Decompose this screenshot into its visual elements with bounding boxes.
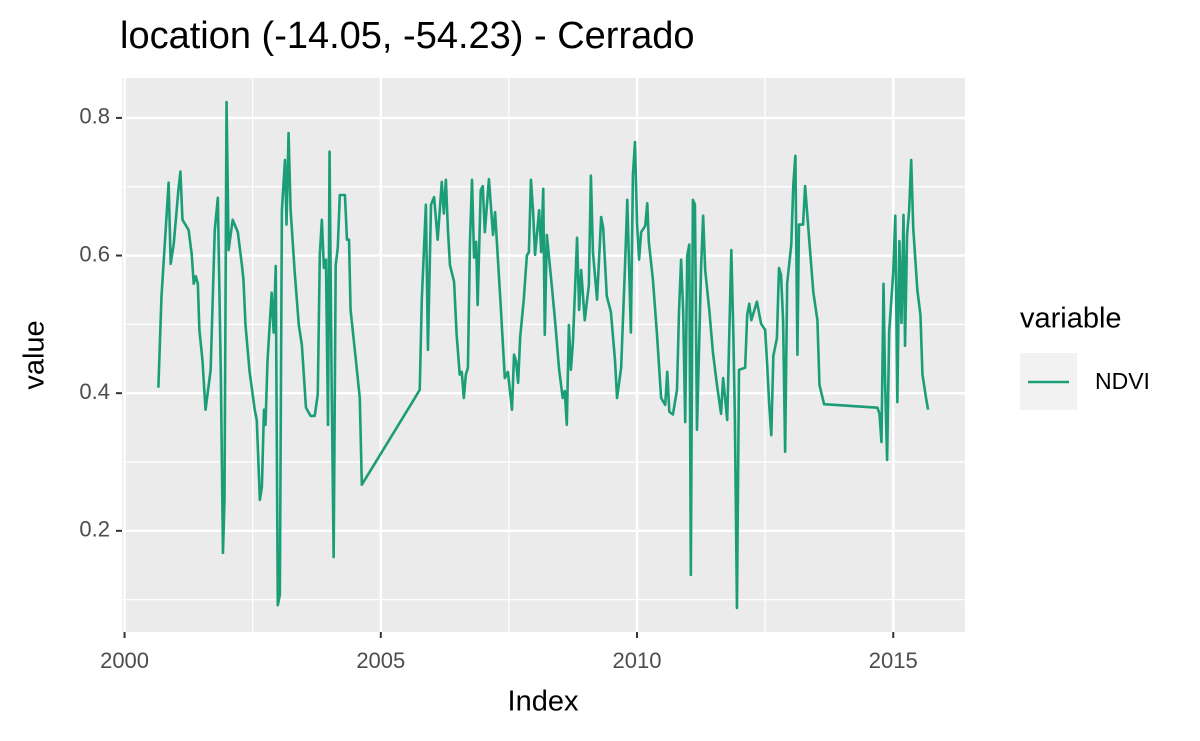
chart-title: location (-14.05, -54.23) - Cerrado (120, 15, 695, 57)
legend: variable NDVI (1020, 303, 1150, 410)
y-tick-label: 0.4 (79, 379, 110, 404)
x-axis-title: Index (508, 686, 579, 718)
y-tick-label: 0.2 (79, 517, 110, 542)
legend-label: NDVI (1095, 368, 1150, 394)
x-tick-label: 2000 (100, 648, 149, 673)
x-tick-label: 2010 (613, 648, 662, 673)
plot-panel (122, 78, 965, 632)
y-tick-label: 0.6 (79, 241, 110, 266)
x-tick-label: 2005 (356, 648, 405, 673)
y-axis-title: value (19, 320, 51, 389)
legend-title: variable (1020, 303, 1122, 335)
data-line (157, 100, 930, 610)
x-tick-label: 2015 (869, 648, 918, 673)
y-tick-label: 0.8 (79, 104, 110, 129)
